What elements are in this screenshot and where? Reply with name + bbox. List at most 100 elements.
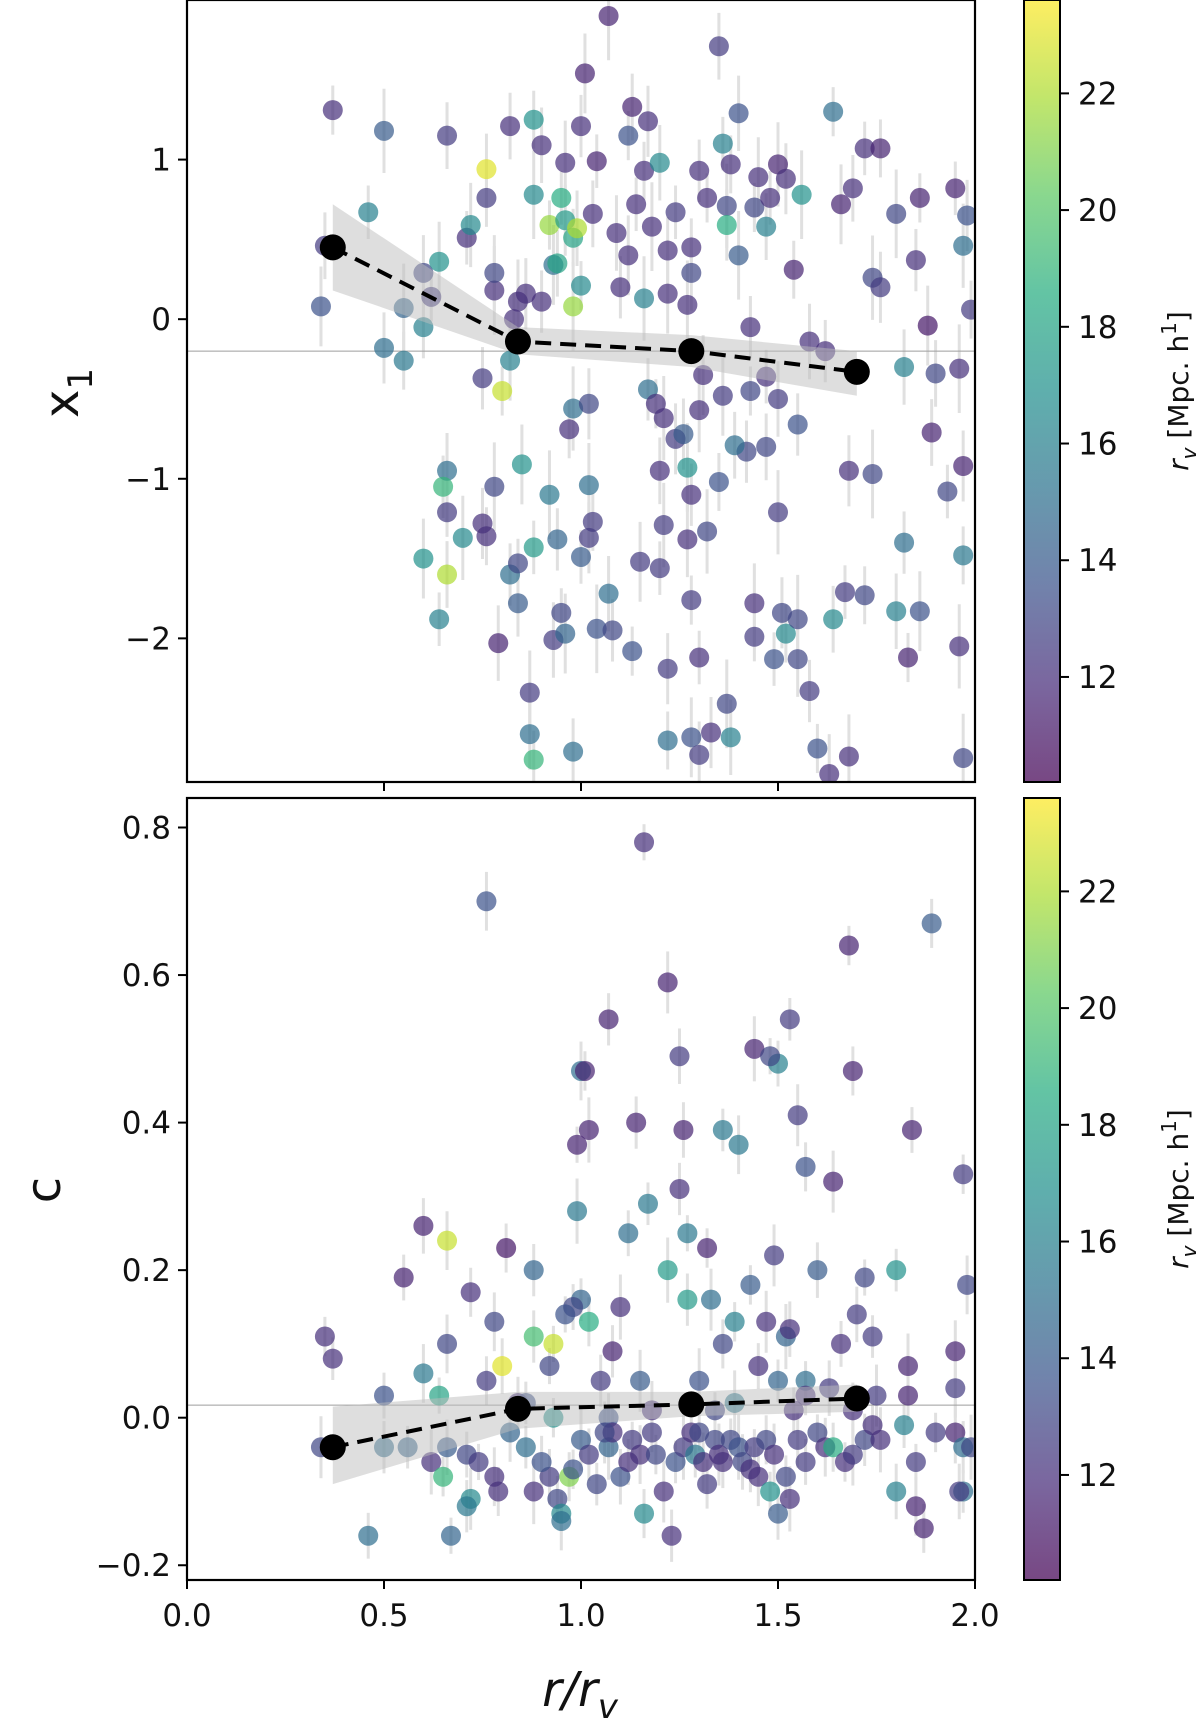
x1-point [953, 456, 974, 477]
x1-point [437, 125, 458, 146]
x1-point [555, 623, 576, 644]
x1-point [834, 582, 855, 603]
x1-point [500, 116, 521, 137]
x1-trend-polyline [331, 245, 858, 374]
x1-point [523, 537, 544, 558]
x1-point [437, 460, 458, 481]
c-point [578, 1311, 599, 1332]
x1-point [768, 388, 788, 409]
x1-point [519, 682, 540, 703]
c-point [712, 1451, 733, 1472]
x1-y-tick-label: −2 [125, 621, 171, 657]
x1-point [626, 194, 647, 215]
c-point [437, 1333, 458, 1354]
x1-point [689, 647, 710, 668]
x1-point [681, 484, 702, 505]
colorbar-bottom: 22 20 18 16 14 12 rv [Mpc. h1] [1023, 797, 1200, 1581]
colorbar-bottom-frame [1023, 797, 1061, 1581]
x1-point [898, 647, 919, 668]
c-point [886, 1481, 907, 1502]
colorbar-top-tick-label: 18 [1078, 310, 1117, 346]
c-y-axis-label: c [16, 1177, 72, 1203]
c-point [574, 1060, 595, 1081]
x1-trend-marker [678, 338, 705, 365]
colorbar-bottom-tick-label: 16 [1078, 1225, 1117, 1261]
colorbar-bottom-gradient [1024, 798, 1060, 1580]
x1-point [539, 215, 560, 236]
x1-point [472, 368, 493, 389]
x1-point [571, 546, 591, 567]
x1-point [716, 693, 737, 714]
x1-point [358, 202, 379, 223]
c-point [669, 1179, 690, 1199]
x1-trend-marker [504, 328, 531, 355]
c-point [496, 1238, 517, 1259]
c-point [421, 1451, 442, 1472]
x1-point [771, 602, 792, 623]
x1-point [791, 184, 812, 205]
x1-point [649, 558, 670, 579]
c-point [787, 1105, 808, 1126]
c-point [756, 1311, 777, 1332]
c-point [961, 1437, 975, 1458]
x1-point [630, 551, 651, 572]
x1-point [787, 414, 808, 435]
c-point [898, 1385, 919, 1406]
x1-point [838, 460, 859, 481]
x1-point [724, 435, 745, 456]
x1-point [515, 283, 536, 304]
x1-point [842, 178, 863, 199]
c-point [476, 891, 497, 912]
c-point [779, 1009, 800, 1030]
c-point [842, 1060, 863, 1081]
c-point [645, 1444, 666, 1465]
x1-point [953, 545, 974, 566]
c-point [314, 1326, 335, 1347]
x1-point [697, 521, 718, 542]
c-point [846, 1304, 867, 1325]
x1-point [622, 96, 643, 117]
x1-point [720, 727, 741, 748]
c-point [760, 1046, 781, 1067]
c-point [578, 1119, 599, 1140]
c-point [901, 1119, 922, 1140]
x1-point [708, 36, 729, 57]
c-point [456, 1496, 477, 1517]
x1-point [484, 262, 505, 283]
x1-point [500, 350, 521, 371]
x1-point [689, 744, 710, 765]
x1-point [870, 138, 891, 159]
c-point [894, 1415, 915, 1436]
c-point [921, 913, 942, 934]
c-point [823, 1171, 844, 1192]
colorbar-top-tick-label: 22 [1078, 76, 1117, 112]
x1-point [507, 553, 528, 574]
c-point [744, 1038, 765, 1059]
c-point [945, 1422, 966, 1443]
c-point [677, 1223, 698, 1244]
x1-trend-line [319, 234, 870, 385]
c-point [586, 1474, 607, 1495]
x1-point [492, 381, 513, 401]
x-axis-label: r/rv [542, 1662, 619, 1718]
colorbar-top-frame [1023, 0, 1061, 783]
x1-point [539, 484, 560, 505]
c-point [492, 1356, 513, 1377]
c-point [567, 1201, 588, 1222]
x1-point [917, 315, 938, 336]
c-point [555, 1304, 576, 1325]
x1-point [563, 296, 584, 317]
x1-point [547, 253, 568, 274]
x1-point [653, 408, 674, 429]
c-trend-marker [843, 1385, 870, 1412]
c-x-tick-label: 1.5 [753, 1598, 802, 1634]
x1-point [886, 203, 907, 224]
x1-point [476, 526, 497, 547]
x1-panel: 1 0 −1 −2 x1 [34, 0, 977, 791]
x1-point [775, 168, 796, 189]
c-point [590, 1370, 611, 1391]
c-point [712, 1119, 733, 1140]
x1-point [488, 633, 509, 654]
x1-point [937, 481, 958, 502]
c-y-axis: 0.8 0.6 0.4 0.2 0.0 −0.2 [96, 811, 187, 1584]
